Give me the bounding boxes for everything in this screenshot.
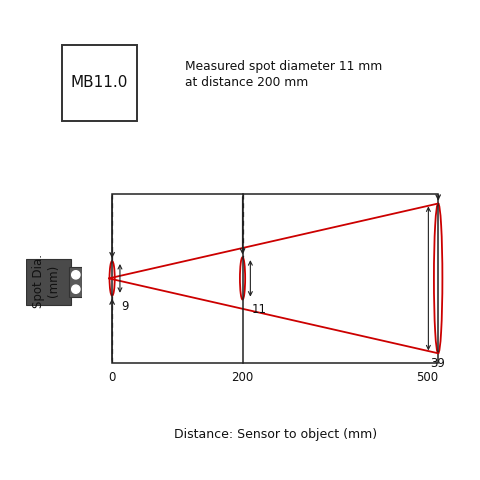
Text: 39: 39 [430,357,444,370]
Circle shape [72,271,80,279]
Bar [70,266,82,298]
Text: Measured spot diameter 11 mm: Measured spot diameter 11 mm [185,60,382,73]
Bar [26,259,71,305]
Text: 11: 11 [252,303,267,316]
Text: 9: 9 [121,300,129,312]
Text: 0: 0 [108,371,116,384]
Bar [112,194,438,363]
Text: 200: 200 [231,371,253,384]
Text: Spot Dia.
(mm): Spot Dia. (mm) [32,254,60,308]
Text: 500: 500 [416,371,438,384]
Circle shape [72,285,80,293]
Text: at distance 200 mm: at distance 200 mm [185,76,308,89]
Text: Distance: Sensor to object (mm): Distance: Sensor to object (mm) [174,428,378,441]
Text: MB11.0: MB11.0 [71,75,128,90]
